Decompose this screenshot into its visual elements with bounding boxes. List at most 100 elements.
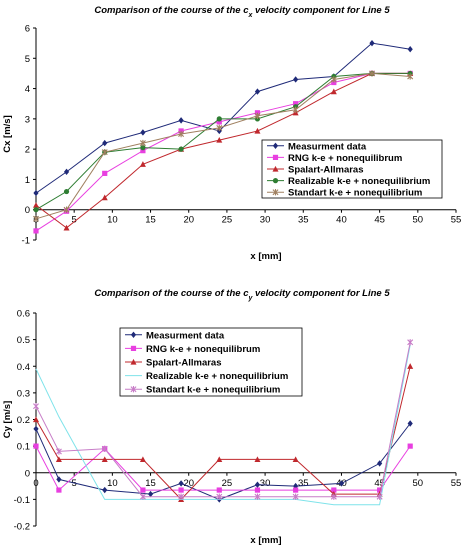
data-point: [292, 456, 299, 463]
legend-box: [119, 327, 303, 397]
data-point: [254, 493, 261, 500]
legend-marker: [272, 189, 279, 196]
series-4: [33, 339, 414, 500]
data-point: [216, 456, 223, 463]
legend-marker: [130, 358, 137, 365]
data-point: [63, 206, 70, 213]
x-tick-label: 35: [298, 478, 309, 489]
x-tick-label: 50: [413, 215, 424, 226]
y-tick-label: 3: [25, 114, 30, 125]
data-point: [140, 487, 146, 493]
data-point: [216, 116, 222, 122]
data-point: [63, 188, 70, 195]
data-point: [254, 88, 261, 95]
data-point: [56, 487, 62, 493]
x-tick-label: 20: [183, 215, 194, 226]
legend-marker: [272, 165, 279, 172]
y-tick-label: 0.6: [17, 309, 30, 320]
data-point: [292, 106, 299, 113]
data-point: [369, 70, 375, 77]
cy-velocity-chart: Comparison of the course of the cy veloc…: [0, 278, 471, 550]
data-point: [63, 168, 70, 176]
y-tick-label: 5: [25, 54, 30, 65]
x-tick-label: 0: [33, 478, 38, 489]
data-point: [102, 486, 108, 494]
data-point: [55, 456, 62, 463]
data-point: [254, 487, 261, 493]
data-point: [407, 46, 413, 53]
x-tick-label: 35: [298, 215, 309, 226]
legend-label: Realizable k-e + nonequilibrium: [146, 371, 288, 382]
x-tick-label: 15: [145, 478, 156, 489]
y-tick-label: 0: [25, 205, 30, 216]
data-point: [292, 493, 299, 500]
y-tick-label: 1: [25, 175, 30, 186]
data-point: [216, 493, 223, 500]
x-tick-label: 45: [374, 478, 385, 489]
x-tick-label: 25: [222, 215, 233, 226]
data-point: [330, 493, 337, 500]
data-point: [102, 170, 108, 176]
data-point: [254, 456, 261, 463]
data-point: [102, 139, 108, 147]
data-point: [33, 416, 39, 423]
x-tick-label: 55: [451, 215, 462, 226]
data-point: [216, 119, 222, 125]
legend-marker: [272, 142, 279, 149]
cx-chart-svg: Comparison of the course of the cx veloc…: [2, 5, 462, 262]
data-point: [178, 146, 184, 152]
data-point: [33, 207, 39, 213]
data-point: [63, 224, 70, 231]
y-tick-label: 2: [25, 145, 30, 156]
legend-label: Measurment data: [288, 141, 367, 152]
data-point: [140, 148, 146, 154]
legend-box: [261, 139, 443, 199]
data-point: [330, 76, 337, 83]
data-point: [140, 129, 146, 136]
chart-title: Comparison of the course of the cy veloc…: [94, 288, 390, 302]
legend-label: Measurment data: [146, 330, 225, 341]
data-point: [33, 215, 39, 222]
legend-label: Realizable k-e + nonequilibrium: [288, 176, 430, 187]
x-tick-label: 25: [222, 478, 233, 489]
data-point: [377, 460, 383, 467]
data-point: [178, 480, 184, 487]
data-point: [101, 456, 108, 463]
y-tick-label: 0.3: [17, 388, 30, 399]
y-tick-label: 4: [25, 84, 30, 95]
x-axis-label: x [mm]: [250, 535, 281, 546]
data-point: [178, 130, 185, 138]
data-point: [101, 445, 108, 452]
data-point: [178, 493, 185, 500]
data-point: [407, 339, 414, 346]
data-point: [56, 476, 62, 483]
x-tick-label: 45: [374, 215, 385, 226]
chart-title: Comparison of the course of the cx veloc…: [94, 5, 390, 19]
data-point: [33, 202, 39, 208]
data-point: [33, 443, 39, 449]
x-tick-label: 55: [451, 478, 462, 489]
data-point: [293, 482, 299, 490]
data-point: [376, 493, 383, 500]
data-point: [293, 76, 299, 83]
legend-label: RNG k-e + nonequilibrum: [288, 153, 402, 164]
legend-label: Spalart-Allmaras: [146, 358, 222, 369]
data-point: [178, 117, 184, 124]
data-point: [369, 39, 375, 47]
data-point: [139, 456, 146, 463]
y-tick-label: 0: [25, 468, 30, 479]
data-point: [216, 136, 223, 143]
legend-label: Standart k-e + nonequilibrium: [146, 385, 280, 396]
y-axis-label: Cy [m/s]: [2, 401, 13, 438]
data-point: [407, 73, 414, 80]
x-tick-label: 30: [260, 478, 271, 489]
data-point: [33, 402, 39, 410]
data-point: [140, 145, 146, 151]
y-axis-label: Cx [m/s]: [2, 115, 13, 152]
cx-velocity-chart: Comparison of the course of the cx veloc…: [0, 0, 471, 272]
data-point: [178, 487, 184, 493]
data-point: [101, 148, 108, 156]
data-point: [139, 161, 146, 167]
